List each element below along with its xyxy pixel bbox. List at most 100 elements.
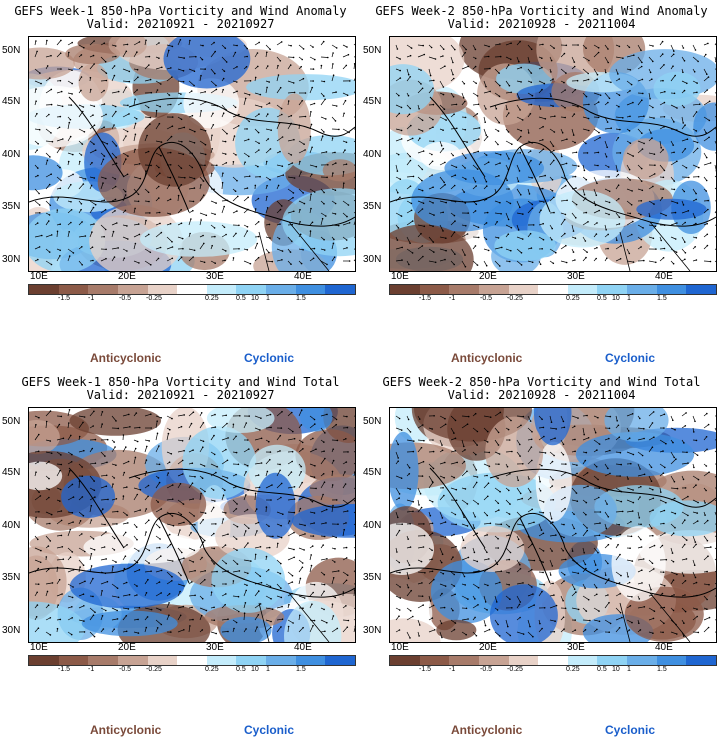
colorbar-swatch — [266, 285, 296, 294]
colorbar-swatch — [29, 656, 59, 665]
colorbar-swatch — [686, 656, 717, 665]
colorbar-tick-label: -0.5 — [119, 666, 132, 673]
lon-label: 40E — [294, 642, 312, 653]
colorbar-tick-label: -1.5 — [419, 295, 432, 302]
colorbar-tick-label: 0.25 — [566, 666, 580, 673]
colorbar-swatch — [419, 285, 450, 294]
colorbar-swatch — [567, 285, 598, 294]
colorbar-tick-label: 0.25 — [205, 666, 219, 673]
colorbar-tick-label: -0.25 — [146, 295, 162, 302]
colorbar-swatch — [390, 656, 420, 665]
cyclonic-label: Cyclonic — [605, 723, 656, 737]
colorbar-swatch — [147, 656, 178, 665]
colorbar-swatch — [390, 285, 420, 294]
colorbar-tick-label: -0.25 — [507, 295, 523, 302]
lon-label: 10E — [391, 642, 409, 653]
lat-label: 40N — [363, 149, 382, 160]
panel-valid-dates: Valid: 20210928 - 20211004 — [447, 17, 636, 31]
colorbar-tick-label: 0.5 — [597, 666, 607, 673]
lat-label: 45N — [363, 467, 382, 478]
colorbar-tick-label: -0.5 — [480, 666, 493, 673]
lat-label: 45N — [2, 467, 21, 478]
lat-label: 30N — [2, 254, 21, 265]
colorbar-tick-label: 0.5 — [597, 295, 607, 302]
panel-valid-dates: Valid: 20210921 - 20210927 — [86, 388, 275, 402]
vorticity-map — [389, 36, 717, 272]
colorbar-swatch — [538, 285, 568, 294]
lat-label: 50N — [363, 45, 382, 56]
colorbar-swatch — [236, 285, 267, 294]
colorbar-swatch — [449, 285, 479, 294]
colorbar-swatch — [177, 656, 207, 665]
colorbar-swatch — [478, 656, 509, 665]
colorbar-swatch — [597, 285, 628, 294]
lon-label: 20E — [479, 642, 497, 653]
lat-label: 50N — [2, 416, 21, 427]
lat-label: 35N — [2, 201, 21, 212]
colorbar-tick-label: 0.25 — [566, 295, 580, 302]
colorbar-swatch — [58, 285, 89, 294]
colorbar-tick-label: -0.25 — [507, 666, 523, 673]
colorbar-tick-label: 0.25 — [205, 295, 219, 302]
colorbar-tick-label: -1.5 — [419, 666, 432, 673]
lon-label: 20E — [118, 642, 136, 653]
colorbar-tick-label: 1.5 — [296, 295, 306, 302]
colorbar-tick-label: -1 — [88, 295, 95, 302]
lat-label: 45N — [363, 96, 382, 107]
colorbar-tick-label: 1.5 — [657, 295, 667, 302]
panel-valid-dates: Valid: 20210921 - 20210927 — [86, 17, 275, 31]
colorbar-swatch — [88, 285, 118, 294]
colorbar-tick-label: 1 — [266, 295, 270, 302]
colorbar-swatch — [656, 656, 687, 665]
colorbar-swatch — [58, 656, 89, 665]
panel-title: GEFS Week-1 850-hPa Vorticity and Wind A… — [14, 4, 347, 18]
colorbar-scale-note: 10 — [612, 295, 620, 302]
colorbar-swatch — [508, 285, 539, 294]
lat-label: 40N — [363, 520, 382, 531]
colorbar-tick-label: -0.5 — [480, 295, 493, 302]
cyclonic-label: Cyclonic — [244, 351, 295, 365]
colorbar-swatch — [117, 285, 148, 294]
colorbar-swatch — [206, 656, 237, 665]
panel-title: GEFS Week-1 850-hPa Vorticity and Wind T… — [21, 375, 340, 389]
lat-label: 35N — [2, 572, 21, 583]
lon-label: 10E — [30, 271, 48, 282]
colorbar-swatch — [538, 656, 568, 665]
colorbar-swatch — [236, 656, 267, 665]
lon-label: 30E — [206, 271, 224, 282]
colorbar-swatch — [627, 285, 657, 294]
lat-label: 30N — [363, 625, 382, 636]
cyclonic-label: Cyclonic — [605, 351, 656, 365]
colorbar-swatch — [686, 285, 717, 294]
anticyclonic-label: Anticyclonic — [451, 351, 523, 365]
colorbar-swatch — [117, 656, 148, 665]
lon-label: 30E — [206, 642, 224, 653]
colorbar — [389, 284, 717, 295]
colorbar-swatch — [449, 656, 479, 665]
colorbar-tick-label: 1 — [266, 666, 270, 673]
panel-title: GEFS Week-2 850-hPa Vorticity and Wind A… — [375, 4, 708, 18]
colorbar-scale-note: 10 — [612, 666, 620, 673]
lon-label: 30E — [567, 271, 585, 282]
colorbar-scale-note: 10 — [251, 666, 259, 673]
lat-label: 30N — [2, 625, 21, 636]
colorbar-tick-label: 1.5 — [657, 666, 667, 673]
lat-label: 35N — [363, 572, 382, 583]
lon-label: 20E — [479, 271, 497, 282]
vorticity-map — [389, 407, 717, 643]
lat-label: 35N — [363, 201, 382, 212]
lon-label: 40E — [655, 271, 673, 282]
lon-label: 10E — [30, 642, 48, 653]
colorbar-swatch — [295, 656, 326, 665]
colorbar-tick-label: -1.5 — [58, 666, 71, 673]
vorticity-map — [28, 36, 356, 272]
lon-label: 40E — [655, 642, 673, 653]
colorbar-swatch — [88, 656, 118, 665]
colorbar — [389, 655, 717, 666]
colorbar-tick-label: -0.25 — [146, 666, 162, 673]
colorbar — [28, 655, 356, 666]
lat-label: 45N — [2, 96, 21, 107]
anticyclonic-label: Anticyclonic — [90, 351, 162, 365]
map-panel-4: GEFS Week-2 850-hPa Vorticity and Wind T… — [361, 371, 722, 742]
lon-label: 30E — [567, 642, 585, 653]
